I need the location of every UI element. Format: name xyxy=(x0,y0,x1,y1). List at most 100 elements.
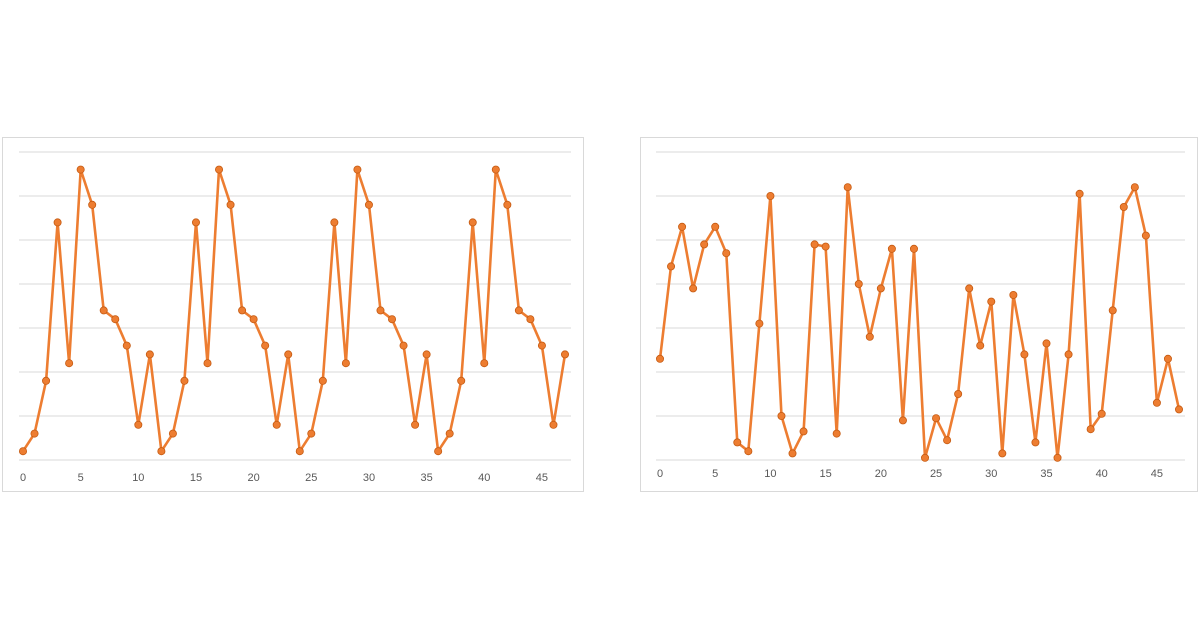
data-point xyxy=(111,315,120,324)
data-point xyxy=(238,306,247,315)
data-point xyxy=(145,350,154,359)
data-point xyxy=(434,447,443,456)
data-point xyxy=(295,447,304,456)
data-point xyxy=(921,453,930,462)
x-tick-label: 25 xyxy=(930,468,942,480)
data-point xyxy=(976,341,985,350)
data-point xyxy=(30,429,39,438)
data-point xyxy=(678,222,687,231)
data-point xyxy=(821,242,830,251)
data-point xyxy=(249,315,258,324)
data-point xyxy=(307,429,316,438)
data-point xyxy=(755,319,764,328)
data-point xyxy=(1075,189,1084,198)
x-tick-label: 15 xyxy=(190,472,202,484)
data-point xyxy=(1141,231,1150,240)
data-point xyxy=(503,200,512,209)
data-point xyxy=(1108,306,1117,315)
data-point xyxy=(411,420,420,429)
data-point xyxy=(168,429,177,438)
x-tick-label: 5 xyxy=(712,468,718,480)
data-point xyxy=(272,420,281,429)
data-point xyxy=(909,244,918,253)
data-point xyxy=(733,438,742,447)
data-point xyxy=(722,249,731,258)
data-point xyxy=(1163,354,1172,363)
data-point xyxy=(88,200,97,209)
data-point xyxy=(388,315,397,324)
data-point xyxy=(514,306,523,315)
data-point xyxy=(1130,183,1139,192)
data-point xyxy=(1042,339,1051,348)
data-point xyxy=(53,218,62,227)
data-point xyxy=(422,350,431,359)
data-point xyxy=(157,447,166,456)
data-point xyxy=(876,284,885,293)
data-point xyxy=(700,240,709,249)
data-point xyxy=(655,354,664,363)
x-tick-label: 35 xyxy=(1040,468,1052,480)
data-point xyxy=(711,222,720,231)
data-point xyxy=(777,411,786,420)
data-point xyxy=(549,420,558,429)
data-point xyxy=(854,279,863,288)
data-point xyxy=(667,262,676,271)
chart-plot-right: 0 5 10 15 20 25 30 35 40 45 xyxy=(655,151,1185,480)
data-point xyxy=(261,341,270,350)
data-point xyxy=(353,165,362,174)
x-tick-label: 35 xyxy=(420,472,432,484)
x-tick-label: 5 xyxy=(78,472,84,484)
data-point xyxy=(561,350,570,359)
x-tick-label: 15 xyxy=(820,468,832,480)
data-point xyxy=(788,449,797,458)
data-point xyxy=(1119,203,1128,212)
data-point xyxy=(191,218,200,227)
x-tick-label: 30 xyxy=(985,468,997,480)
data-point xyxy=(122,341,131,350)
data-point xyxy=(744,447,753,456)
data-point xyxy=(832,429,841,438)
data-point xyxy=(399,341,408,350)
data-point xyxy=(468,218,477,227)
data-point xyxy=(1064,350,1073,359)
line-chart-right: 0 5 10 15 20 25 30 35 40 45 xyxy=(640,137,1198,492)
data-point xyxy=(1020,350,1029,359)
x-tick-label: 40 xyxy=(478,472,490,484)
data-point xyxy=(376,306,385,315)
x-tick-label: 0 xyxy=(657,468,663,480)
data-point xyxy=(18,447,27,456)
x-tick-label: 10 xyxy=(764,468,776,480)
x-tick-label: 30 xyxy=(363,472,375,484)
data-point xyxy=(457,376,466,385)
data-point xyxy=(526,315,535,324)
data-point xyxy=(1175,405,1184,414)
line-chart-left: 0 5 10 15 20 25 30 35 40 45 xyxy=(2,137,584,492)
data-point xyxy=(341,359,350,368)
x-tick-label: 20 xyxy=(248,472,260,484)
data-point xyxy=(42,376,51,385)
x-tick-label: 45 xyxy=(536,472,548,484)
data-point xyxy=(134,420,143,429)
chart-plot-left: 0 5 10 15 20 25 30 35 40 45 xyxy=(18,151,571,484)
data-point xyxy=(965,284,974,293)
data-point xyxy=(76,165,85,174)
data-point xyxy=(537,341,546,350)
data-point xyxy=(318,376,327,385)
data-point xyxy=(689,284,698,293)
data-point xyxy=(491,165,500,174)
data-point xyxy=(1009,290,1018,299)
data-point xyxy=(180,376,189,385)
data-point xyxy=(364,200,373,209)
data-point xyxy=(998,449,1007,458)
data-point xyxy=(898,416,907,425)
data-point xyxy=(954,389,963,398)
x-tick-label: 0 xyxy=(20,472,26,484)
data-point xyxy=(226,200,235,209)
data-point xyxy=(843,183,852,192)
data-point xyxy=(65,359,74,368)
data-point xyxy=(1031,438,1040,447)
x-tick-label: 40 xyxy=(1096,468,1108,480)
x-tick-label: 45 xyxy=(1151,468,1163,480)
data-point xyxy=(887,244,896,253)
data-point xyxy=(1097,409,1106,418)
